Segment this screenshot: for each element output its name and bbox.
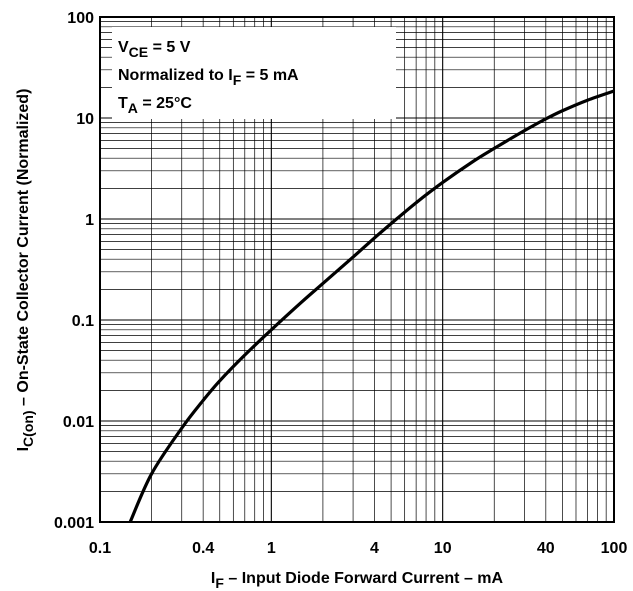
annotation-line: TA = 25°C xyxy=(118,95,192,116)
y-tick-label: 1 xyxy=(85,212,94,229)
x-tick-label: 1 xyxy=(267,540,276,557)
x-tick-label: 0.4 xyxy=(192,540,214,557)
series-line xyxy=(128,89,615,523)
x-tick-label: 10 xyxy=(434,540,452,557)
condition-annotation: VCE = 5 V Normalized to IF = 5 mA TA = 25°… xyxy=(112,27,396,119)
x-tick-label: 4 xyxy=(370,540,379,557)
y-axis-label: IC(on) – On-State Collector Current (Nor… xyxy=(15,89,36,452)
annotation-background xyxy=(112,27,396,119)
y-tick-label: 10 xyxy=(76,111,94,128)
annotation-line: VCE = 5 V xyxy=(118,39,191,60)
x-axis-label: IF – Input Diode Forward Current – mA xyxy=(211,570,504,591)
annotation-line: Normalized to IF = 5 mA xyxy=(118,67,299,88)
y-tick-label: 0.1 xyxy=(72,313,94,330)
x-tick-label: 40 xyxy=(537,540,555,557)
tick-labels: 0.1 0.4 1 4 10 40 100 0.001 0.01 0.1 1 10 100 xyxy=(54,10,627,557)
y-tick-label: 0.001 xyxy=(54,515,94,532)
x-tick-label: 0.1 xyxy=(89,540,111,557)
x-tick-label: 100 xyxy=(601,540,628,557)
plot-frame xyxy=(99,16,615,523)
y-tick-label: 100 xyxy=(67,10,94,27)
y-tick-label: 0.01 xyxy=(63,414,94,431)
